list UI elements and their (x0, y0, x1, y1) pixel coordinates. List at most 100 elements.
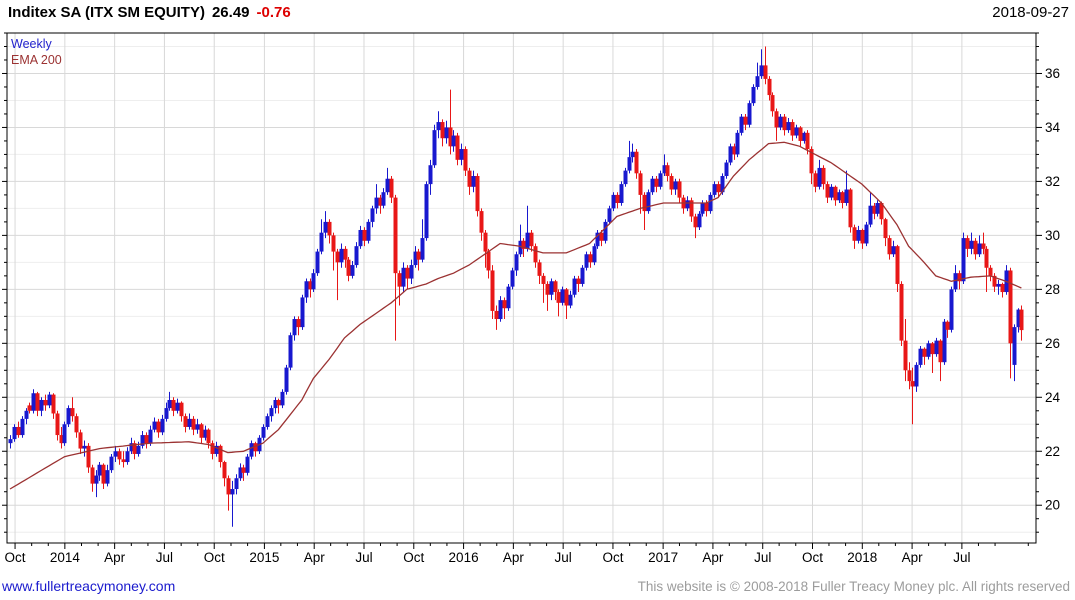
candle-body (646, 192, 651, 212)
candle-body (483, 232, 488, 252)
candle-body (455, 135, 460, 160)
candle-body (343, 248, 348, 260)
candle-body (280, 391, 285, 406)
candle-body (568, 294, 573, 306)
instrument-name: Inditex SA (ITX SM EQUITY) (8, 4, 205, 21)
candle-body (860, 229, 865, 244)
candle-body (90, 467, 95, 484)
candle-body (739, 116, 744, 133)
y-tick-label: 20 (1045, 498, 1060, 513)
candle-body (642, 194, 647, 212)
candle-body (700, 203, 705, 214)
candle-body (486, 251, 491, 271)
candle-body (953, 273, 958, 290)
candle-body (70, 408, 75, 417)
candle-body (39, 399, 44, 411)
candle-body (580, 267, 585, 284)
candle-body (747, 103, 752, 125)
candle-body (903, 340, 908, 371)
candle-body (611, 194, 616, 209)
candle-body (8, 439, 13, 444)
candle-body (868, 205, 873, 225)
x-tick-label: Jul (156, 550, 173, 565)
candle-body (424, 184, 429, 239)
candle-body (323, 221, 328, 233)
candle-body (907, 370, 912, 382)
candle-body (837, 192, 842, 201)
candle-body (144, 435, 149, 444)
candle-body (891, 246, 896, 255)
candle-body (35, 393, 40, 411)
candle-body (720, 176, 725, 193)
candle-body (697, 213, 702, 228)
candle-body (494, 310, 499, 320)
candle-body (409, 265, 414, 279)
y-tick-label: 26 (1045, 336, 1060, 351)
candle-body (300, 297, 305, 328)
candle-body (125, 451, 130, 463)
candle-body (238, 467, 243, 479)
candle-body (62, 424, 67, 444)
y-tick-label: 34 (1045, 120, 1061, 135)
ema-200-line (9, 141, 1022, 490)
candle-body (689, 200, 694, 217)
x-tick-label: Oct (204, 550, 225, 565)
candle-body (673, 181, 678, 190)
candle-body (685, 200, 690, 209)
candle-body (265, 416, 270, 427)
candle-body (191, 418, 196, 430)
candle-body (463, 149, 468, 171)
candle-body (848, 189, 853, 228)
y-tick-label: 24 (1045, 390, 1061, 405)
candle-body (241, 467, 246, 473)
candle-body (354, 246, 359, 266)
candle-body (973, 240, 978, 255)
candle-body (665, 165, 670, 177)
candle-body (529, 232, 534, 247)
title-bar: Inditex SA (ITX SM EQUITY) 26.49 -0.76 201… (8, 4, 1069, 28)
candle-body (930, 343, 935, 355)
candle-body (537, 262, 542, 276)
candle-body (724, 162, 729, 177)
candle-body (498, 300, 503, 320)
candle-body (564, 289, 569, 306)
candle-body (942, 321, 947, 363)
candle-body (245, 456, 250, 473)
candle-body (988, 267, 993, 276)
candle-body (129, 443, 134, 452)
candle-body (385, 178, 390, 193)
candle-body (393, 197, 398, 274)
candle-body (296, 319, 301, 328)
candle-body (389, 178, 394, 198)
candle-body (981, 243, 986, 249)
candle-body (350, 265, 355, 276)
candle-body (315, 251, 320, 274)
candle-body (1016, 309, 1021, 328)
candle-body (1012, 327, 1017, 365)
candle-body (187, 418, 192, 427)
candle-body (121, 459, 126, 463)
candle-body (97, 464, 102, 476)
candle-body (735, 132, 740, 155)
candle-body (949, 289, 954, 330)
y-tick-label: 22 (1045, 444, 1060, 459)
candle-body (479, 211, 484, 233)
candle-body (269, 408, 274, 417)
candle-body (370, 208, 375, 222)
candle-body (432, 130, 437, 166)
candle-body (607, 208, 612, 222)
candle-body (588, 254, 593, 263)
candle-body (327, 221, 332, 236)
y-tick-label: 28 (1045, 282, 1060, 297)
candle-body (292, 319, 297, 336)
copyright-text: This website is © 2008-2018 Fuller Treac… (637, 579, 1070, 594)
website-link[interactable]: www.fullertreacymoney.com (2, 578, 176, 594)
candle-body (506, 286, 511, 309)
candle-body (12, 426, 17, 440)
candle-body (829, 186, 834, 198)
candle-body (105, 470, 110, 484)
candle-body (109, 456, 114, 471)
candle-body (195, 424, 200, 430)
candle-body (132, 443, 137, 454)
